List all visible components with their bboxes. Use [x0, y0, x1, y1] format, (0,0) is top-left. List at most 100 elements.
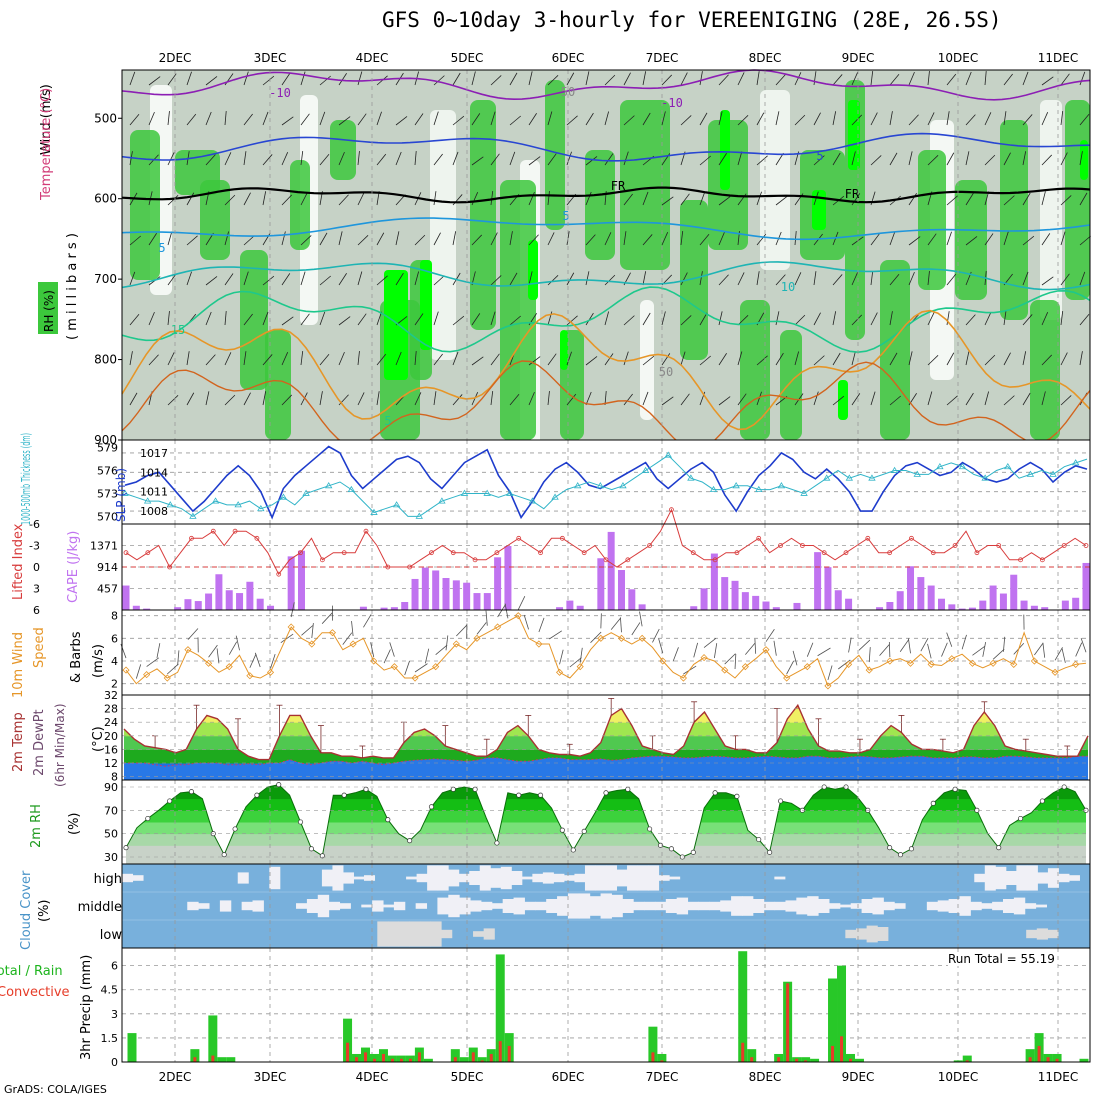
wind-barb-59 — [734, 653, 737, 670]
cloud-high-cell-82 — [984, 865, 996, 891]
ylabel-minmax: (6hr Min/Max) — [53, 704, 67, 788]
cloud-low-cell-28 — [419, 921, 431, 947]
upper-wind-barb-82 — [718, 111, 723, 126]
upper-wind-barb-98 — [1022, 114, 1033, 126]
thickness-marker-32 — [483, 489, 491, 496]
upper-wind-barb-140 — [851, 151, 856, 166]
cloud-middle-cell-77 — [959, 896, 971, 916]
date-label-top-7: 9DEC — [842, 51, 875, 65]
wind-barb-91 — [1061, 648, 1066, 663]
upper-wind-barb-156 — [186, 192, 195, 206]
upper-wind-barb-92 — [908, 114, 919, 126]
wind-barb-28 — [414, 663, 428, 673]
upper-wind-barb-385 — [661, 353, 671, 366]
precip-conv-bar-24 — [346, 1042, 350, 1062]
upper-wind-barb-169 — [433, 191, 437, 206]
upper-wind-barb-83 — [737, 114, 749, 126]
upper-wind-barb-362 — [224, 352, 232, 366]
upper-wind-barb-260 — [224, 273, 234, 286]
upper-wind-barb-411 — [186, 392, 195, 406]
ylabel-wind-barbs: & Barbs — [69, 631, 84, 683]
cape-bar-65 — [793, 602, 801, 610]
cape-bar-30 — [432, 570, 440, 610]
thickness-marker-22 — [370, 508, 378, 515]
cloud-middle-cell-25 — [393, 901, 406, 911]
cloud-middle-cell-31 — [459, 897, 471, 915]
upper-wind-barb-62 — [338, 116, 351, 126]
wind-barb-88 — [1034, 642, 1044, 656]
upper-wind-barb-26 — [623, 72, 631, 86]
upper-wind-barb-143 — [908, 151, 913, 166]
precip-total-bar-103 — [1052, 1053, 1062, 1062]
upper-wind-barb-244 — [889, 231, 896, 246]
wind-barb-45 — [590, 631, 602, 643]
upper-wind-barb-199 — [1003, 195, 1015, 206]
upper-wind-barb-134 — [737, 151, 743, 166]
precip-total-bar-106 — [1079, 1058, 1089, 1062]
upper-wind-barb-444 — [813, 391, 819, 406]
rh-high-region-13 — [680, 200, 708, 360]
cape-tick-2: 1371 — [90, 540, 118, 553]
cloud-middle-cell-82 — [1013, 897, 1026, 915]
wind-marker-92 — [1072, 660, 1080, 668]
upper-wind-barb-228 — [585, 234, 596, 246]
upper-wind-barb-371 — [395, 351, 402, 366]
lifted-index-marker-66 — [843, 550, 849, 556]
cloud-middle-cell-36 — [513, 897, 525, 915]
cloud-middle-cell-45 — [611, 894, 623, 918]
upper-wind-barb-63 — [357, 113, 367, 126]
upper-wind-barb-196 — [946, 195, 958, 206]
rh-low-region-6 — [1040, 100, 1062, 320]
upper-wind-barb-359 — [167, 352, 175, 366]
wind-marker-0 — [122, 666, 130, 674]
cloud-high-cell-41 — [553, 873, 565, 883]
cloud-low-cell-27 — [409, 921, 421, 947]
upper-wind-barb-155 — [167, 194, 179, 206]
precip-total-bar-27 — [369, 1053, 379, 1062]
upper-wind-barb-434 — [623, 393, 633, 406]
upper-wind-barb-357 — [129, 351, 133, 366]
lifted-index-marker-60 — [778, 543, 783, 548]
upper-wind-barb-91 — [889, 111, 893, 126]
wind-barb-31 — [445, 635, 449, 651]
upper-wind-barb-358 — [148, 354, 159, 366]
upper-wind-barb-379 — [547, 353, 557, 366]
upper-wind-barb-416 — [281, 394, 293, 406]
wind-barb-47 — [610, 617, 621, 630]
contour-label-0: -10 — [269, 86, 291, 100]
precip-total-bar-80 — [845, 1053, 855, 1062]
upper-wind-barb-112 — [319, 154, 330, 166]
precip-total-bar-36 — [450, 1049, 460, 1062]
upper-wind-barb-217 — [376, 232, 385, 246]
rh-band-50 — [126, 822, 1086, 835]
cape-bar-86 — [1010, 574, 1018, 610]
upper-wind-barb-314 — [281, 316, 294, 326]
lifted-index-marker-86 — [1061, 543, 1067, 548]
upper-wind-barb-388 — [718, 353, 727, 366]
upper-wind-barb-30 — [699, 71, 703, 86]
cape-bar-2 — [143, 608, 151, 610]
contour-label-2: 5 — [816, 149, 823, 163]
rh-saturated-region-7 — [1080, 140, 1088, 180]
rh-high-region-15 — [740, 300, 770, 440]
cape-bar-31 — [442, 578, 450, 610]
upper-wind-barb-329 — [566, 315, 578, 326]
upper-wind-barb-294 — [870, 271, 874, 286]
cloud-middle-cell-7 — [198, 903, 210, 909]
upper-wind-barb-73 — [547, 111, 553, 126]
upper-wind-barb-200 — [1022, 192, 1031, 206]
lifted-index-marker-62 — [799, 543, 805, 548]
wind-barb-93 — [1080, 637, 1087, 653]
cape-bar-57 — [710, 553, 718, 610]
cloud-high-cell-22 — [353, 876, 365, 880]
cape-bar-89 — [1041, 607, 1049, 610]
upper-wind-barb-44 — [965, 71, 972, 86]
wind-barb-2 — [146, 657, 160, 667]
upper-wind-barb-16 — [433, 75, 445, 86]
wind-marker-46 — [597, 634, 605, 642]
cloud-high-cell-36 — [500, 866, 512, 890]
cloud-high-cell-47 — [616, 869, 628, 887]
upper-wind-barb-259 — [205, 276, 218, 286]
cloud-middle-cell-62 — [796, 897, 808, 915]
upper-wind-barb-326 — [509, 315, 521, 326]
